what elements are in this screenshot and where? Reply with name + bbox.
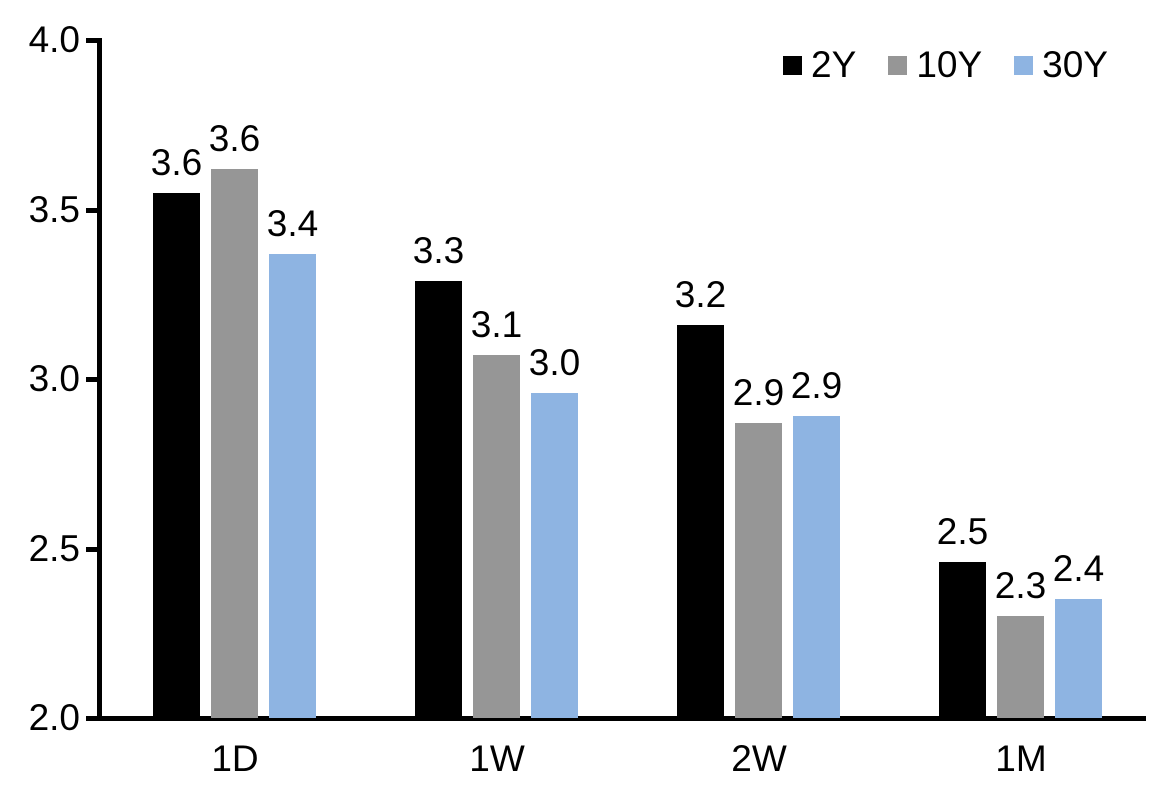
y-axis-tick-label: 3.0 xyxy=(8,360,80,398)
x-axis-category-label: 1W xyxy=(427,740,567,778)
bar-30Y-1M xyxy=(1055,599,1102,718)
y-axis-tick xyxy=(86,547,100,552)
bar-value-label: 3.0 xyxy=(507,343,603,383)
y-axis-tick-label: 4.0 xyxy=(8,21,80,59)
legend-item-10Y: 10Y xyxy=(888,46,982,84)
bar-chart: 2Y10Y30Y 4.03.53.02.52.03.63.33.22.53.63… xyxy=(0,0,1152,795)
x-axis-category-label: 1D xyxy=(165,740,305,778)
bar-10Y-1W xyxy=(473,355,520,718)
legend-label: 30Y xyxy=(1042,46,1108,84)
bar-10Y-1D xyxy=(211,169,258,718)
y-axis-tick-label: 2.0 xyxy=(8,699,80,737)
bar-value-label: 2.9 xyxy=(769,366,865,406)
legend-item-2Y: 2Y xyxy=(783,46,856,84)
bar-2Y-1D xyxy=(153,193,200,718)
y-axis-tick xyxy=(86,208,100,213)
legend-swatch-icon xyxy=(1014,56,1033,75)
legend-label: 10Y xyxy=(916,46,982,84)
bar-value-label: 2.4 xyxy=(1031,549,1127,589)
bar-value-label: 3.4 xyxy=(245,204,341,244)
y-axis-tick xyxy=(86,38,100,43)
bar-10Y-1M xyxy=(997,616,1044,718)
y-axis-tick-label: 3.5 xyxy=(8,191,80,229)
legend-swatch-icon xyxy=(783,56,802,75)
x-axis-category-label: 1M xyxy=(951,740,1091,778)
bar-value-label: 3.6 xyxy=(187,119,283,159)
bar-value-label: 3.3 xyxy=(391,231,487,271)
bar-30Y-1W xyxy=(531,393,578,718)
y-axis-tick xyxy=(86,716,100,721)
legend-swatch-icon xyxy=(888,56,907,75)
legend-item-30Y: 30Y xyxy=(1014,46,1108,84)
bar-30Y-1D xyxy=(269,254,316,718)
legend: 2Y 10Y 30Y xyxy=(783,46,1108,84)
bar-30Y-2W xyxy=(793,416,840,718)
y-axis-tick-label: 2.5 xyxy=(8,530,80,568)
bar-10Y-2W xyxy=(735,423,782,718)
bar-value-label: 3.1 xyxy=(449,305,545,345)
bar-value-label: 2.5 xyxy=(915,512,1011,552)
legend-label: 2Y xyxy=(811,46,856,84)
bar-value-label: 3.2 xyxy=(653,275,749,315)
bar-2Y-1W xyxy=(415,281,462,718)
y-axis-tick xyxy=(86,377,100,382)
x-axis-category-label: 2W xyxy=(689,740,829,778)
